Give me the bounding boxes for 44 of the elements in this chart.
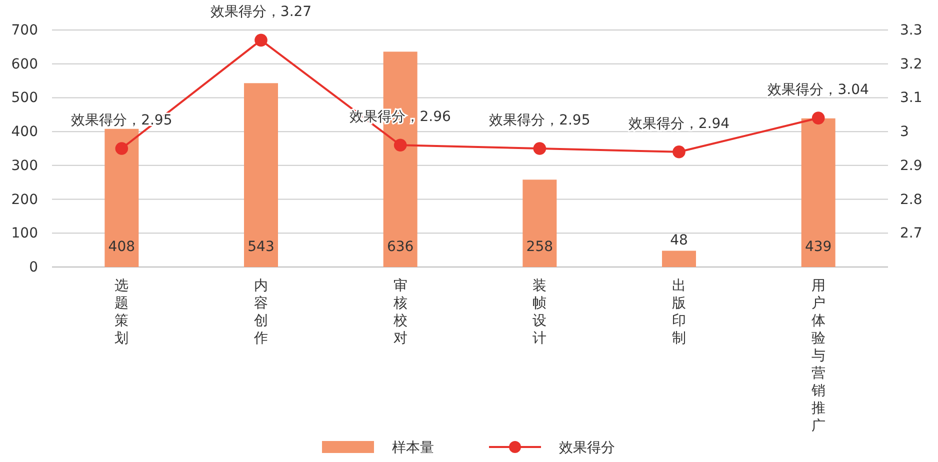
x-tick-label: 选题策划 — [114, 278, 129, 346]
data-label: 258 — [526, 239, 554, 255]
data-label: 效果得分，3.04 — [768, 82, 870, 98]
point — [394, 138, 407, 152]
y2-tick-label: 3 — [900, 124, 909, 140]
point — [533, 142, 546, 155]
y2-tick-label: 2.7 — [900, 226, 922, 242]
x-tick-label: 出版印制 — [672, 278, 686, 346]
bar — [522, 180, 557, 267]
y2-tick-label: 3.2 — [900, 56, 922, 72]
y-tick-label: 200 — [11, 192, 38, 208]
y-tick-label: 500 — [11, 90, 38, 106]
bar — [801, 118, 836, 267]
legend-label: 样本量 — [392, 440, 434, 456]
y-tick-label: 0 — [29, 259, 38, 276]
data-label: 效果得分，3.27 — [210, 4, 312, 20]
point — [672, 145, 686, 158]
point — [254, 34, 268, 47]
data-label: 48 — [670, 232, 688, 249]
data-label: 543 — [248, 239, 274, 255]
y-tick-label: 100 — [11, 226, 38, 242]
category-label: 用户体验与营销推广 — [811, 278, 826, 434]
data-label: 439 — [804, 239, 832, 255]
data-label: 408 — [108, 239, 136, 255]
x-tick-label: 装帧设计 — [532, 278, 547, 346]
bar — [104, 128, 139, 267]
y2-tick-label: 2.8 — [900, 192, 922, 208]
y2-tick-label: 2.9 — [900, 158, 922, 174]
y-tick-label: 600 — [11, 56, 38, 72]
x-tick-label: 审核校对 — [392, 278, 408, 346]
data-label: 636 — [386, 239, 414, 255]
y-tick-label: 300 — [11, 158, 38, 174]
data-label: 效果得分，2.94 — [628, 116, 730, 132]
y-tick-label: 700 — [11, 22, 38, 38]
bar — [244, 83, 278, 267]
y2-tick-label: 3.1 — [900, 90, 922, 106]
y2-tick-label: 3.3 — [900, 22, 922, 38]
bar — [662, 250, 696, 267]
point — [115, 142, 128, 155]
point — [812, 112, 825, 124]
y-tick-label: 400 — [11, 124, 38, 140]
data-label: 效果得分，2.95 — [489, 112, 590, 128]
x-tick-label: 内容创作 — [253, 278, 268, 346]
legend-label: 效果得分 — [559, 440, 615, 456]
